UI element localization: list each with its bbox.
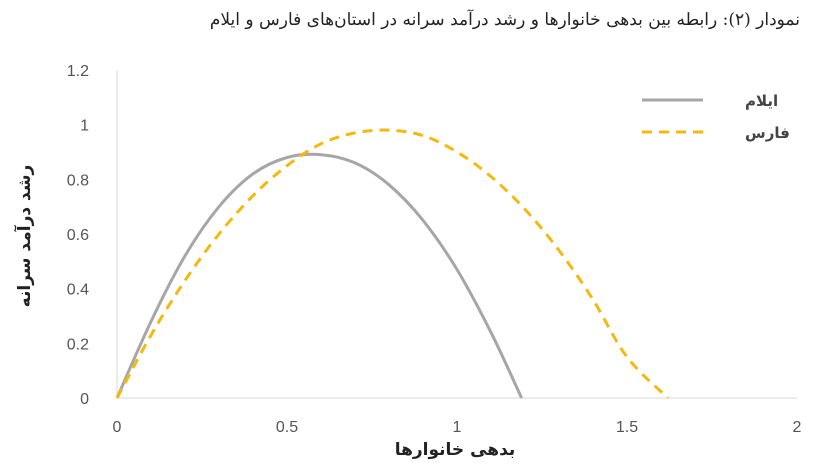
- series-layer: [115, 128, 669, 400]
- y-tick-label: 0.8: [67, 172, 89, 189]
- x-tick-label: 0.5: [276, 419, 298, 436]
- x-tick-label: 0: [113, 419, 122, 436]
- series-line-0: [115, 152, 523, 399]
- x-tick-label: 1.5: [616, 419, 638, 436]
- legend-label-1: فارس: [745, 124, 790, 142]
- y-tick-label: 0.4: [67, 282, 89, 299]
- y-tick-label: 0.6: [67, 227, 89, 244]
- legend-label-0: ایلام: [745, 92, 778, 110]
- y-tick-label: 0.2: [67, 336, 89, 353]
- x-axis-label: بدهی خانوارها: [395, 440, 516, 460]
- y-tick-label: 1: [80, 118, 89, 135]
- y-axis-label: رشد درآمد سرانه: [13, 165, 35, 308]
- legend: ایلام فارس: [642, 92, 790, 142]
- y-tick-label: 0: [80, 391, 89, 408]
- series-line-1: [115, 128, 669, 400]
- x-tick-label: 1: [453, 419, 462, 436]
- axes: 0 0.2 0.4 0.6 0.8 1 1.2 0 0.5 1 1.5 2: [67, 63, 802, 436]
- chart-title: نمودار (۲): رابطه بین بدهی خانوارها و رش…: [209, 10, 800, 30]
- y-tick-label: 1.2: [67, 63, 89, 80]
- x-tick-label: 2: [793, 419, 802, 436]
